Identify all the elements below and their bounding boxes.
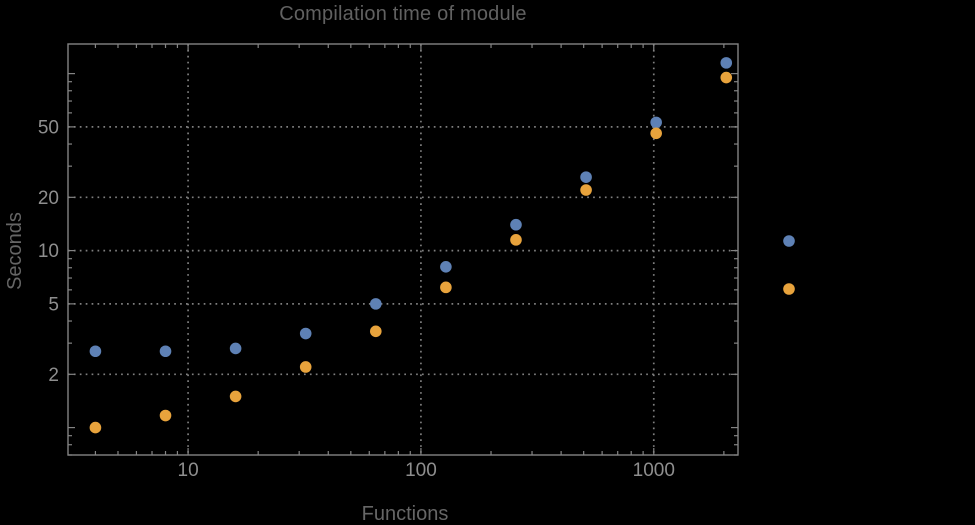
data-point-orange-series-2048 bbox=[720, 71, 733, 84]
data-point-blue-series-4 bbox=[89, 345, 102, 358]
data-point-orange-series-1024 bbox=[650, 127, 662, 140]
x-tick-label-100: 100 bbox=[405, 460, 437, 481]
plot-frame bbox=[67, 43, 739, 456]
data-point-orange-series-512 bbox=[580, 184, 592, 196]
data-point-orange-series-16 bbox=[229, 390, 242, 403]
data-point-blue-series-16 bbox=[229, 342, 242, 355]
x-tick-label-10: 10 bbox=[178, 460, 199, 481]
data-point-blue-series-2048 bbox=[720, 57, 733, 69]
data-point-blue-series-8 bbox=[159, 345, 172, 358]
data-point-orange-series-4 bbox=[89, 421, 102, 434]
y-tick-label-2: 2 bbox=[48, 365, 59, 386]
legend-marker-1 bbox=[783, 283, 795, 295]
data-point-blue-series-512 bbox=[580, 171, 592, 183]
data-point-orange-series-64 bbox=[369, 325, 382, 338]
y-tick-label-10: 10 bbox=[38, 241, 59, 262]
x-tick-label-1000: 1000 bbox=[633, 460, 675, 481]
data-point-blue-series-1024 bbox=[650, 116, 662, 129]
y-tick-label-50: 50 bbox=[38, 117, 59, 138]
data-point-orange-series-256 bbox=[510, 234, 522, 246]
chart-title: Compilation time of module bbox=[279, 3, 527, 25]
data-point-orange-series-8 bbox=[159, 409, 172, 422]
data-point-orange-series-32 bbox=[299, 361, 312, 373]
data-point-blue-series-64 bbox=[369, 298, 382, 310]
x-axis-label: Functions bbox=[361, 503, 449, 525]
data-point-blue-series-32 bbox=[299, 327, 312, 340]
data-point-blue-series-128 bbox=[440, 260, 452, 273]
data-point-orange-series-128 bbox=[440, 281, 452, 294]
y-tick-label-20: 20 bbox=[38, 188, 59, 209]
data-point-blue-series-256 bbox=[510, 218, 522, 231]
legend-marker-0 bbox=[783, 235, 795, 247]
y-tick-label-5: 5 bbox=[48, 294, 59, 315]
